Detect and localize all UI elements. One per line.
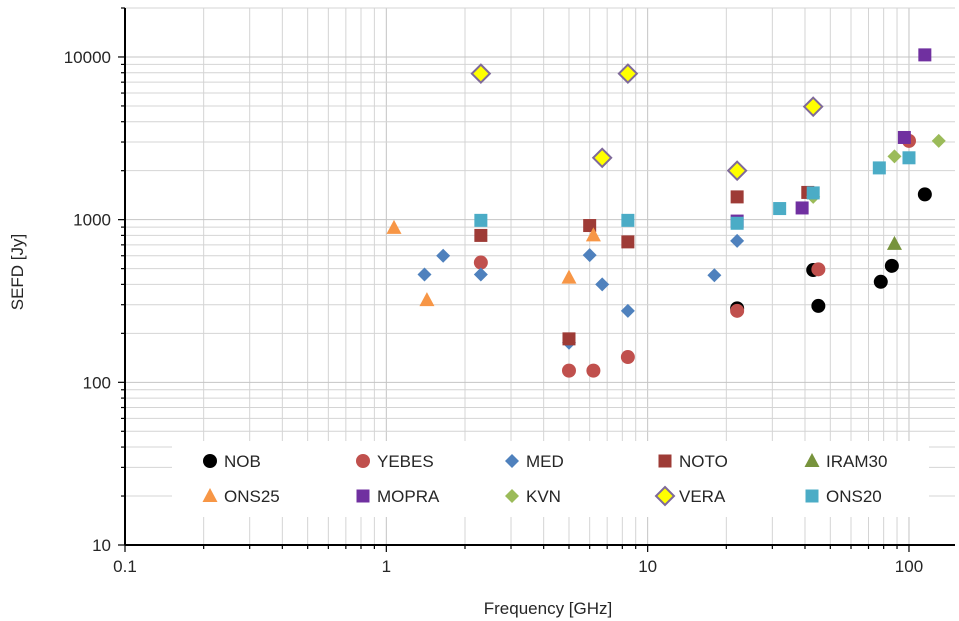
series-ons20: [474, 151, 916, 230]
data-point-med: [595, 277, 610, 292]
legend-marker-mopra: [356, 489, 370, 503]
legend-marker-yebes: [356, 454, 370, 468]
legend-label-ons20: ONS20: [826, 487, 882, 506]
data-point-yebes: [620, 350, 635, 365]
data-point-vera: [617, 63, 639, 85]
series-yebes: [473, 133, 916, 378]
y-tick-label: 10000: [64, 48, 111, 67]
axes: [118, 7, 955, 552]
data-point-ons20: [872, 161, 886, 175]
data-point-mopra: [795, 201, 809, 215]
y-axis-label: SEFD [Jy]: [8, 234, 27, 311]
data-point-ons20: [621, 213, 635, 227]
legend-label-mopra: MOPRA: [377, 487, 440, 506]
data-point-ons25: [386, 219, 402, 234]
data-point-med: [730, 233, 745, 248]
x-tick-label: 10: [638, 557, 657, 576]
series-vera: [470, 63, 824, 182]
data-point-noto: [474, 228, 488, 242]
data-point-nob: [917, 187, 932, 202]
data-point-ons20: [773, 202, 787, 216]
legend-label-kvn: KVN: [526, 487, 561, 506]
data-point-noto: [621, 235, 635, 249]
data-point-med: [436, 248, 451, 263]
data-point-nob: [884, 258, 899, 273]
legend: NOB YEBES MED NOTO IRAM30 ONS25 MOPRA KVN VERA ON…: [202, 452, 887, 507]
y-tick-label: 100: [83, 373, 111, 392]
data-point-noto: [730, 190, 744, 204]
legend-marker-kvn: [505, 489, 519, 503]
legend-label-noto: NOTO: [679, 452, 728, 471]
data-point-ons20: [474, 213, 488, 227]
data-point-vera: [726, 160, 748, 182]
legend-marker-ons20: [805, 489, 819, 503]
data-point-med: [620, 303, 635, 318]
legend-marker-noto: [658, 454, 672, 468]
data-point-yebes: [586, 363, 601, 378]
x-tick-label: 1: [382, 557, 391, 576]
data-point-yebes: [811, 262, 826, 277]
data-point-kvn: [887, 149, 902, 164]
data-point-mopra: [918, 48, 932, 62]
data-point-vera: [591, 147, 613, 169]
series-ons25: [386, 219, 601, 307]
data-point-med: [707, 268, 722, 283]
data-point-med: [582, 248, 597, 263]
data-point-med: [417, 267, 432, 282]
series-iram30: [886, 235, 902, 250]
data-point-ons25: [585, 227, 601, 242]
y-tick-label: 1000: [73, 211, 111, 230]
data-point-ons20: [806, 186, 820, 200]
legend-marker-med: [505, 454, 519, 468]
legend-marker-iram30: [804, 453, 820, 467]
legend-label-ons25: ONS25: [224, 487, 280, 506]
data-point-nob: [873, 274, 888, 289]
legend-marker-vera: [654, 485, 676, 507]
data-point-ons25: [561, 269, 577, 284]
data-point-ons20: [730, 216, 744, 230]
y-tick-label: 10: [92, 536, 111, 555]
legend-box: [172, 441, 929, 517]
data-point-noto: [562, 332, 576, 346]
data-point-mopra: [897, 130, 911, 144]
legend-marker-nob: [203, 454, 217, 468]
data-points: [386, 48, 946, 378]
legend-label-iram30: IRAM30: [826, 452, 887, 471]
legend-label-med: MED: [526, 452, 564, 471]
legend-label-yebes: YEBES: [377, 452, 434, 471]
data-point-yebes: [561, 363, 576, 378]
data-point-kvn: [931, 133, 946, 148]
data-point-nob: [811, 298, 826, 313]
data-point-med: [473, 267, 488, 282]
x-axis-label: Frequency [GHz]: [484, 599, 613, 618]
data-point-ons20: [902, 151, 916, 165]
data-point-ons25: [419, 292, 435, 307]
legend-label-vera: VERA: [679, 487, 726, 506]
x-tick-label: 100: [895, 557, 923, 576]
data-point-vera: [802, 96, 824, 118]
tick-labels: 0.1 1 10 100 10 100 1000 10000: [64, 48, 923, 576]
data-point-yebes: [730, 303, 745, 318]
legend-marker-ons25: [202, 488, 218, 502]
legend-label-nob: NOB: [224, 452, 261, 471]
data-point-iram30: [886, 235, 902, 250]
data-point-yebes: [473, 255, 488, 270]
x-tick-label: 0.1: [113, 557, 137, 576]
data-point-vera: [470, 63, 492, 85]
